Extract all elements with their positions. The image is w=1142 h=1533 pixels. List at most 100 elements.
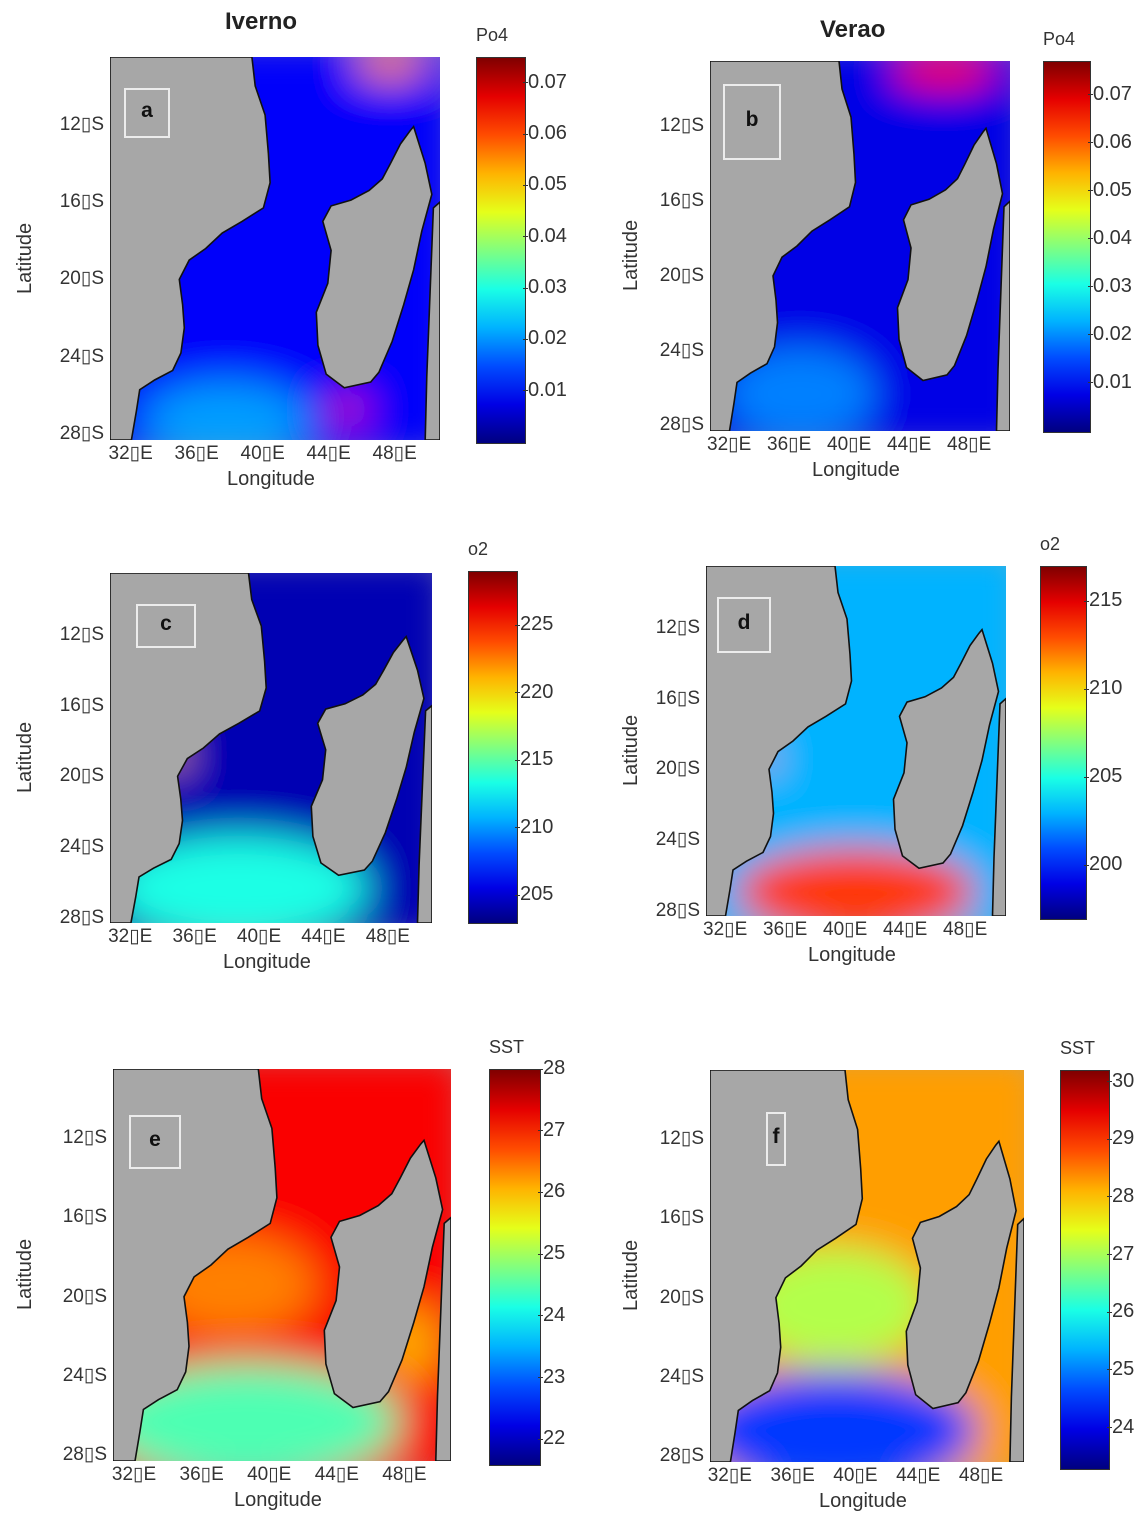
colorbar-title-d: o2	[1040, 534, 1061, 554]
lon-tick-d: 36▯E	[763, 919, 808, 940]
lat-tick-c: 28▯S	[59, 906, 104, 928]
colorbar-c	[468, 571, 518, 924]
field-blob-a-2	[327, 399, 368, 419]
field-blob-b-2	[725, 347, 875, 431]
map-canvas-a	[110, 57, 440, 440]
lat-tick-a: 16▯S	[59, 191, 104, 213]
lon-tick-d: 44▯E	[883, 919, 928, 940]
colorbar-tick-c: 225	[514, 613, 554, 635]
x-axis-title-d: Longitude	[808, 944, 896, 966]
land-madagascar-e	[323, 1138, 444, 1409]
lat-tick-c: 24▯S	[59, 835, 104, 857]
colorbar-e	[489, 1069, 541, 1466]
lon-tick-a: 40▯E	[240, 443, 285, 464]
land-madagascar-f	[905, 1139, 1017, 1410]
land-madagascar-a	[315, 124, 433, 389]
land-east-strip-f	[1009, 1217, 1024, 1462]
lon-tick-b: 48▯E	[947, 434, 992, 455]
lat-tick-d: 20▯S	[655, 758, 700, 780]
colorbar-tick-f: 29	[1106, 1127, 1135, 1150]
land-africa-d	[706, 566, 853, 916]
x-axis-title-c: Longitude	[223, 951, 311, 973]
colorbar-title-e: SST	[489, 1037, 525, 1057]
land-madagascar-d	[892, 627, 1000, 870]
x-axis-title-f: Longitude	[819, 1490, 907, 1512]
lat-tick-e: 20▯S	[62, 1285, 107, 1307]
colorbar-tick-b: 0.01	[1088, 370, 1132, 393]
lat-tick-b: 20▯S	[659, 264, 704, 286]
colorbar-tick-b: 0.06	[1088, 130, 1132, 153]
colorbar-tick-a: 0.04	[523, 224, 567, 247]
colorbar-tick-d: 205	[1083, 765, 1123, 788]
colorbar-title-f: SST	[1060, 1038, 1096, 1058]
lat-tick-b: 24▯S	[659, 339, 704, 361]
colorbar-tick-b: 0.07	[1088, 82, 1132, 105]
lon-tick-f: 40▯E	[833, 1465, 878, 1486]
lon-tick-b: 36▯E	[767, 434, 812, 455]
lat-tick-d: 28▯S	[655, 899, 700, 921]
colorbar-tick-d: 200	[1083, 853, 1123, 876]
land-madagascar-c	[310, 635, 425, 877]
lon-tick-f: 32▯E	[707, 1465, 752, 1486]
y-axis-title-e: Latitude	[14, 1238, 36, 1310]
colorbar-tick-f: 27	[1106, 1242, 1135, 1265]
land-east-strip-a	[424, 201, 440, 440]
colorbar-tick-e: 28	[537, 1057, 566, 1079]
lon-tick-b: 40▯E	[827, 434, 872, 455]
title-summer: Verao	[820, 16, 886, 43]
land-east-strip-d	[991, 697, 1006, 916]
panel-label-f: f	[766, 1112, 786, 1166]
lat-tick-c: 20▯S	[59, 765, 104, 787]
lat-tick-e: 28▯S	[62, 1444, 107, 1466]
panel-label-b: b	[723, 84, 781, 160]
field-blob-e-2	[113, 1363, 401, 1461]
colorbar-tick-f: 28	[1106, 1184, 1135, 1207]
y-axis-title-d: Latitude	[620, 714, 642, 786]
land-east-strip-b	[995, 200, 1010, 431]
colorbar-tick-a: 0.06	[523, 122, 567, 144]
colorbar-tick-e: 25	[537, 1242, 566, 1265]
lat-tick-c: 16▯S	[59, 694, 104, 716]
colorbar-tick-f: 25	[1106, 1357, 1135, 1380]
colorbar-tick-a: 0.05	[523, 173, 567, 196]
colorbar-a	[476, 57, 526, 444]
lon-tick-e: 32▯E	[111, 1464, 157, 1485]
lon-tick-c: 40▯E	[236, 926, 282, 947]
field-blob-c-1	[110, 835, 368, 923]
map-panel-a	[110, 57, 440, 440]
lat-tick-f: 24▯S	[659, 1365, 704, 1387]
colorbar-title-a: Po4	[476, 25, 509, 45]
panel-label-c: c	[136, 604, 196, 648]
field-blob-a-3	[143, 382, 308, 440]
colorbar-title-b: Po4	[1043, 29, 1076, 49]
map-canvas-e	[113, 1069, 451, 1461]
lat-tick-f: 12▯S	[659, 1128, 704, 1150]
colorbar-tick-d: 215	[1083, 589, 1123, 612]
colorbar-tick-a: 0.01	[523, 378, 567, 401]
lat-tick-f: 28▯S	[659, 1445, 704, 1467]
lon-tick-d: 48▯E	[943, 919, 988, 940]
lat-tick-d: 16▯S	[655, 687, 700, 709]
colorbar-f	[1060, 1070, 1110, 1470]
lon-tick-e: 44▯E	[314, 1464, 359, 1485]
lon-tick-a: 32▯E	[108, 443, 153, 464]
lon-tick-f: 36▯E	[770, 1465, 815, 1486]
lon-tick-a: 44▯E	[306, 443, 351, 464]
map-panel-f	[710, 1070, 1024, 1462]
lat-tick-a: 12▯S	[59, 113, 104, 135]
lat-tick-a: 24▯S	[59, 345, 104, 367]
land-madagascar-b	[896, 126, 1004, 382]
lat-tick-a: 20▯S	[59, 268, 104, 290]
lon-tick-e: 36▯E	[179, 1464, 224, 1485]
lat-tick-b: 12▯S	[659, 115, 704, 137]
lat-tick-d: 24▯S	[655, 828, 700, 850]
colorbar-tick-b: 0.05	[1088, 178, 1132, 201]
lat-tick-b: 28▯S	[659, 414, 704, 436]
colorbar-b	[1043, 61, 1091, 433]
x-axis-title-b: Longitude	[812, 459, 900, 481]
colorbar-tick-a: 0.07	[523, 70, 567, 93]
lon-tick-b: 32▯E	[707, 434, 752, 455]
colorbar-tick-d: 210	[1083, 677, 1123, 700]
lon-tick-b: 44▯E	[887, 434, 932, 455]
colorbar-tick-c: 215	[514, 748, 554, 770]
